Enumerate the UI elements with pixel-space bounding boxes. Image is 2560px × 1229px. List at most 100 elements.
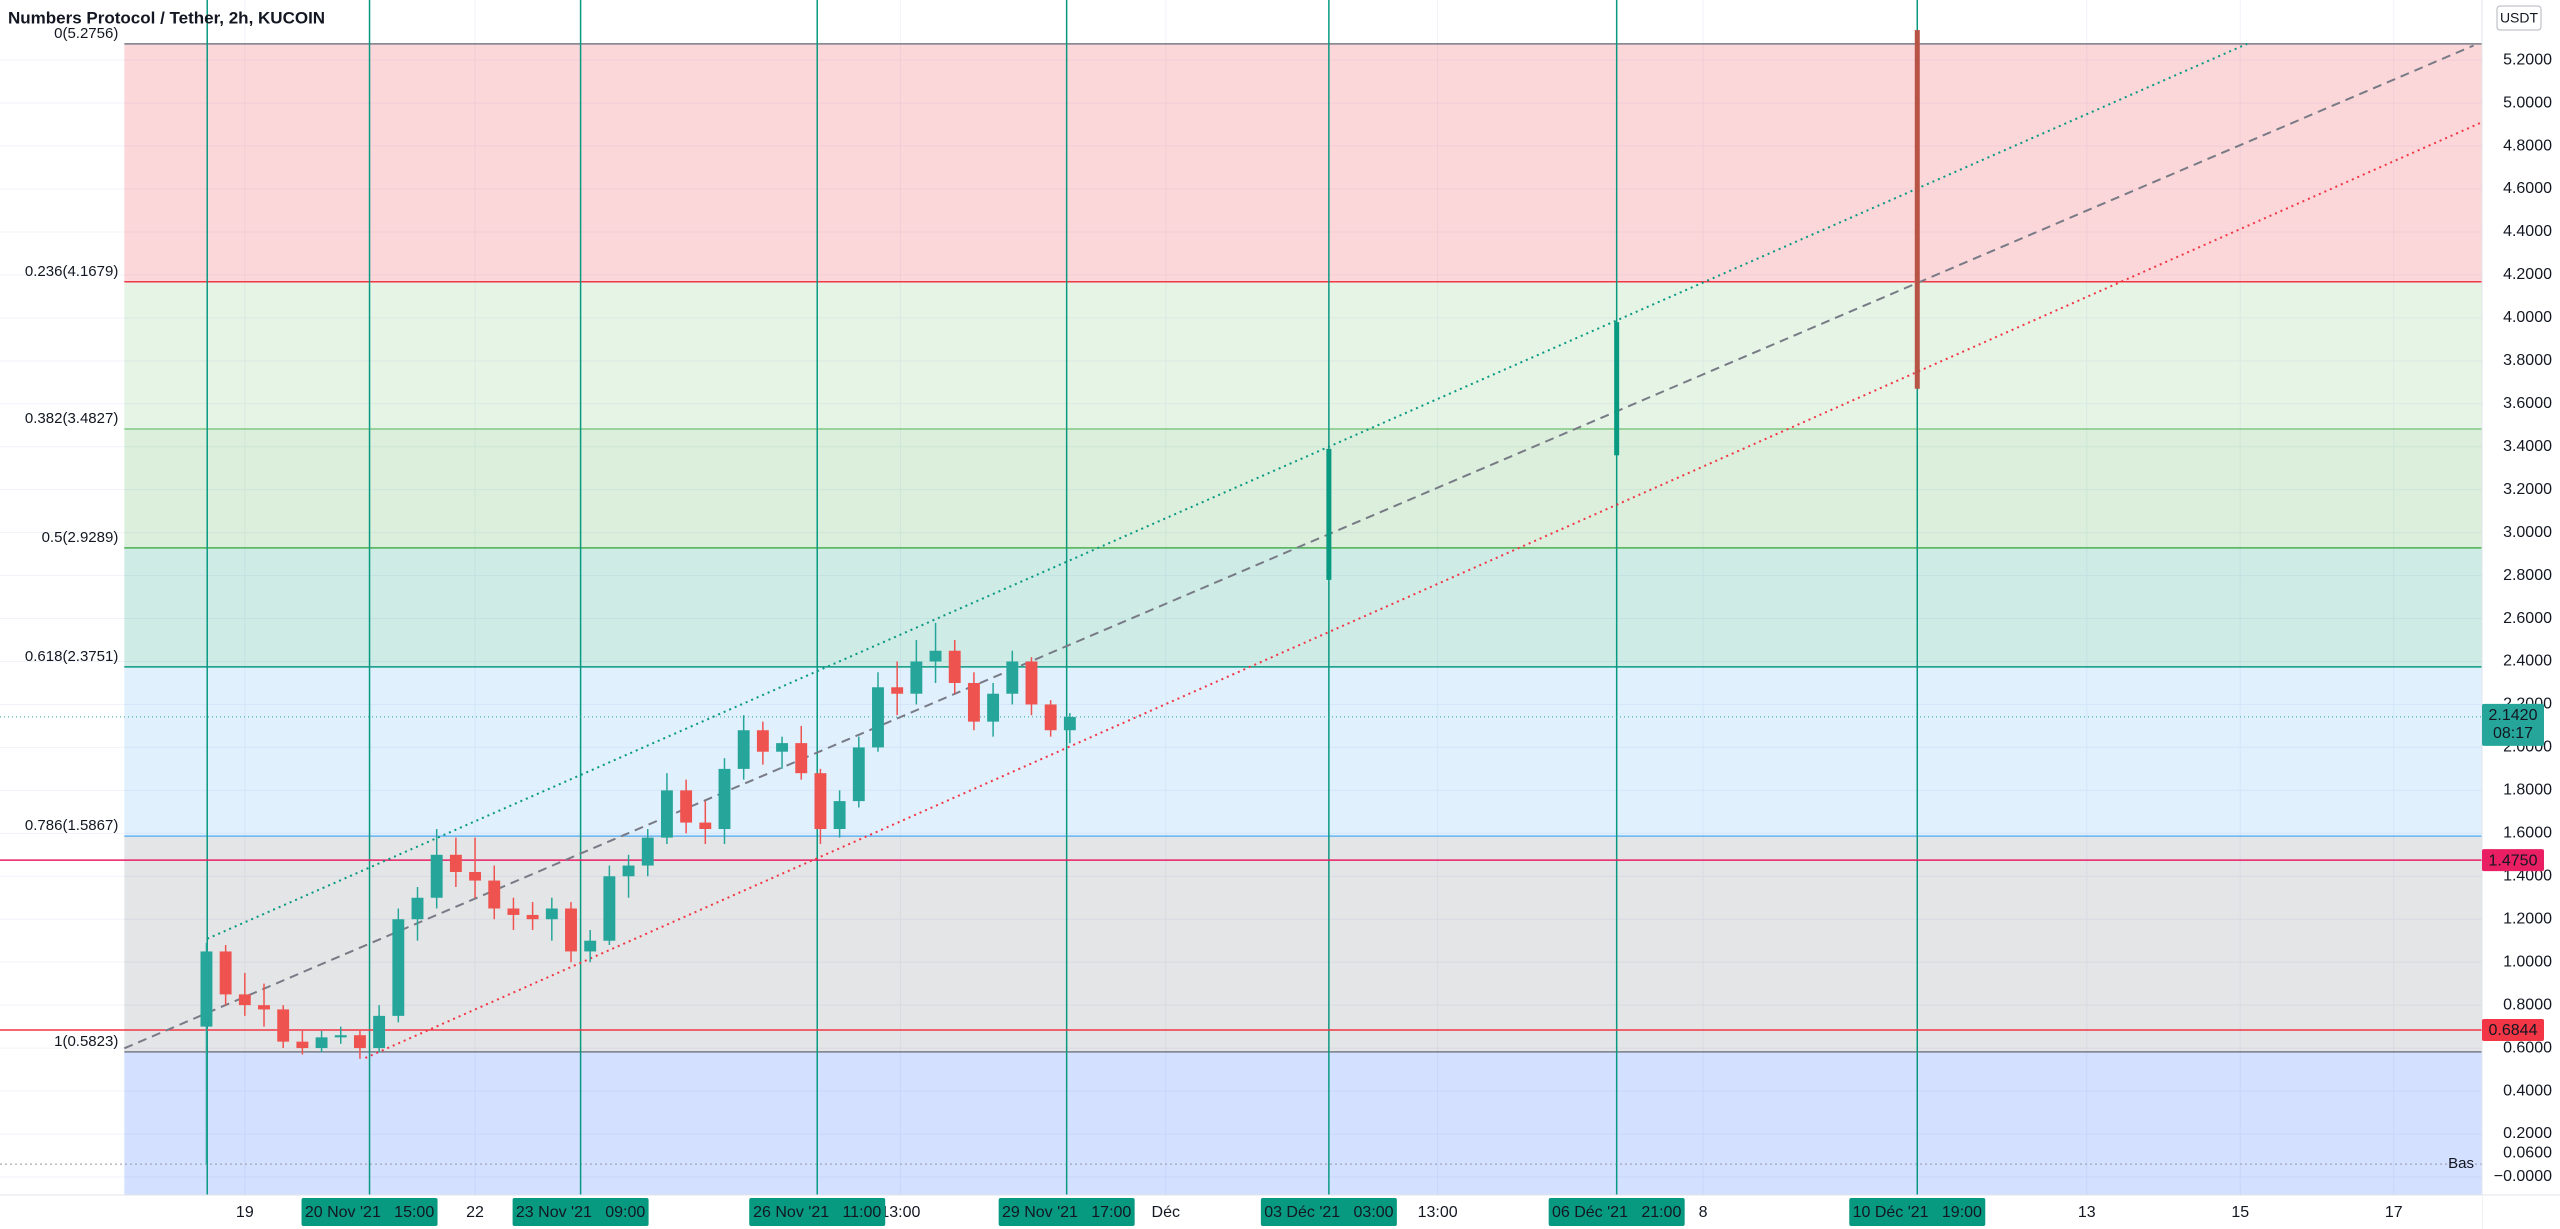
candle-body	[948, 650, 961, 683]
fib-zone	[124, 281, 2482, 429]
y-tick-label: 4.6000	[2503, 180, 2552, 197]
candle-body	[449, 854, 462, 872]
y-tick-label: 4.8000	[2503, 137, 2552, 154]
price-badge-label: 1.4750	[2489, 852, 2538, 869]
candle-body	[660, 790, 673, 838]
candle-body	[238, 994, 251, 1006]
candle-body	[277, 1009, 290, 1042]
price-badge	[2482, 1018, 2544, 1041]
y-tick-label: 4.0000	[2503, 309, 2552, 326]
candle-body	[296, 1041, 309, 1049]
y-tick-label: 3.6000	[2503, 395, 2552, 412]
candle-body	[814, 773, 827, 830]
base-line-price: 0.0600	[2503, 1144, 2552, 1161]
fib-level-label: 0(5.2756)	[54, 25, 118, 42]
y-tick-label: 5.2000	[2503, 51, 2552, 68]
date-badge-label: 29 Nov '21 17:00	[1002, 1204, 1131, 1221]
candle-body	[469, 871, 482, 881]
y-tick-label: 1.6000	[2503, 825, 2552, 842]
y-tick-label: 1.4000	[2503, 867, 2552, 884]
candle-body	[373, 1015, 386, 1049]
y-tick-label: 1.0000	[2503, 953, 2552, 970]
y-tick-label: 0.4000	[2503, 1082, 2552, 1099]
candle-body	[545, 908, 558, 920]
y-tick-label: −0.0000	[2494, 1168, 2552, 1185]
x-tick-label: 17	[2385, 1204, 2403, 1221]
date-badge-label: 10 Déc '21 19:00	[1853, 1204, 1982, 1221]
x-tick-label: 22	[466, 1204, 484, 1221]
candle-body	[507, 908, 520, 915]
x-tick-label: 13:00	[1418, 1204, 1458, 1221]
candle-body	[526, 914, 539, 920]
y-tick-label: 0.2000	[2503, 1125, 2552, 1142]
fib-zone	[124, 428, 2482, 548]
projection-bar	[1914, 30, 1920, 389]
y-tick-label: 3.2000	[2503, 481, 2552, 498]
candle-body	[353, 1035, 366, 1049]
candle-body	[584, 940, 597, 952]
x-tick-label: 15	[2231, 1204, 2249, 1221]
projection-bar	[1326, 448, 1332, 580]
y-tick-label: 1.2000	[2503, 910, 2552, 927]
y-tick-label: 3.8000	[2503, 352, 2552, 369]
last-price-badge	[2482, 703, 2544, 746]
candle-body	[891, 687, 904, 694]
fib-level-label: 0.5(2.9289)	[42, 529, 119, 546]
last-price-label: 2.1420	[2489, 707, 2538, 724]
y-tick-label: 3.0000	[2503, 524, 2552, 541]
x-tick-label: 19	[236, 1204, 254, 1221]
candle-body	[852, 747, 865, 802]
candle-body	[795, 743, 808, 774]
candle-body	[315, 1037, 328, 1049]
candle-body	[910, 661, 923, 694]
candle-body	[872, 687, 884, 748]
fib-zone	[124, 666, 2482, 837]
candle-body	[411, 897, 424, 920]
y-tick-label: 2.4000	[2503, 653, 2552, 670]
candle-body	[1006, 661, 1019, 694]
y-tick-label: 4.4000	[2503, 223, 2552, 240]
date-badge-label: 06 Déc '21 21:00	[1552, 1204, 1681, 1221]
candle-body	[1044, 704, 1057, 731]
candle-body	[430, 854, 443, 898]
x-tick-label: 8	[1699, 1204, 1708, 1221]
x-tick-label: Déc	[1152, 1204, 1180, 1221]
candle-body	[1063, 716, 1076, 731]
candle-body	[258, 1005, 270, 1010]
candle-body	[565, 908, 577, 952]
projection-bar	[1614, 322, 1620, 456]
y-tick-label: 2.6000	[2503, 610, 2552, 627]
candle-body	[776, 743, 789, 752]
date-badge-label: 26 Nov '21 11:00	[753, 1204, 881, 1221]
y-tick-label: 0.6000	[2503, 1039, 2552, 1056]
date-badge	[301, 1198, 438, 1226]
fib-zone	[124, 547, 2482, 667]
y-tick-label: 3.4000	[2503, 438, 2552, 455]
candle-body	[622, 865, 635, 877]
countdown-label: 08:17	[2493, 725, 2533, 742]
fib-zone	[124, 836, 2482, 1052]
price-badge-label: 0.6844	[2489, 1022, 2538, 1039]
date-badge	[749, 1198, 886, 1226]
fib-level-label: 0.236(4.1679)	[25, 263, 118, 280]
candle-body	[200, 951, 213, 1027]
chart-title: Numbers Protocol / Tether, 2h, KUCOIN	[8, 8, 325, 27]
candle-body	[219, 951, 232, 995]
y-tick-label: 4.2000	[2503, 266, 2552, 283]
candle-body	[967, 682, 980, 722]
date-badge	[1260, 1198, 1397, 1226]
y-tick-label: 5.0000	[2503, 94, 2552, 111]
base-line-name: Bas	[2448, 1155, 2474, 1172]
y-tick-label: 0.8000	[2503, 996, 2552, 1013]
channel-line	[123, 44, 2474, 1050]
fib-level-label: 0.382(3.4827)	[25, 410, 118, 427]
candle-body	[987, 693, 1000, 722]
date-badge-label: 20 Nov '21 15:00	[305, 1204, 434, 1221]
currency-label: USDT	[2500, 10, 2539, 26]
y-tick-label: 2.8000	[2503, 567, 2552, 584]
candle-body	[488, 880, 501, 909]
fib-level-label: 0.786(1.5867)	[25, 817, 118, 834]
candle-body	[756, 730, 769, 752]
